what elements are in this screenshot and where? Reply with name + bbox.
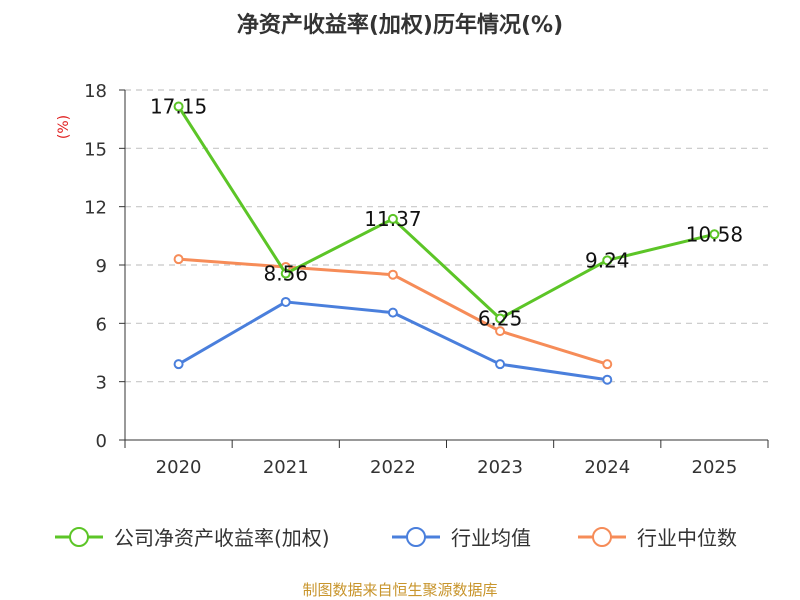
data-label: 8.56 bbox=[263, 262, 308, 286]
y-tick-label: 6 bbox=[96, 314, 107, 335]
y-tick-label: 0 bbox=[96, 431, 107, 452]
data-point[interactable] bbox=[602, 374, 613, 385]
legend-item[interactable]: 公司净资产收益率(加权) bbox=[55, 526, 330, 550]
legend-marker-icon bbox=[592, 527, 612, 547]
series-line bbox=[177, 105, 715, 320]
legend-item[interactable]: 行业均值 bbox=[392, 526, 531, 550]
data-point[interactable] bbox=[387, 213, 398, 224]
gridlines bbox=[125, 89, 768, 383]
legend-label: 行业中位数 bbox=[637, 526, 737, 550]
data-point[interactable] bbox=[602, 359, 613, 370]
y-tick-label: 15 bbox=[84, 139, 107, 160]
data-point[interactable] bbox=[387, 269, 398, 280]
source-note: 制图数据来自恒生聚源数据库 bbox=[302, 581, 497, 599]
x-tick-label: 2020 bbox=[156, 457, 202, 478]
series-group bbox=[173, 101, 720, 385]
data-label: 9.24 bbox=[585, 248, 630, 272]
data-point[interactable] bbox=[173, 254, 184, 265]
x-tick-label: 2024 bbox=[584, 457, 630, 478]
data-labels: 17.15 8.56 11.37 6.25 9.24 10.58 bbox=[150, 95, 743, 331]
data-point[interactable] bbox=[709, 229, 720, 240]
y-axis-label: (%) bbox=[56, 115, 72, 139]
legend-label: 公司净资产收益率(加权) bbox=[114, 526, 330, 550]
data-point[interactable] bbox=[173, 101, 184, 112]
legend[interactable]: 公司净资产收益率(加权) 行业均值 行业中位数 bbox=[55, 526, 737, 550]
y-tick-label: 12 bbox=[84, 198, 107, 219]
axes: 0 3 6 9 12 15 18 2020 2021 2022 2023 2024 2025 bbox=[84, 81, 769, 478]
data-point[interactable] bbox=[495, 313, 506, 324]
x-tick-label: 2025 bbox=[692, 457, 738, 478]
data-point[interactable] bbox=[173, 359, 184, 370]
data-label: 17.15 bbox=[150, 95, 207, 119]
chart-title: 净资产收益率(加权)历年情况(%) bbox=[237, 12, 563, 38]
legend-item[interactable]: 行业中位数 bbox=[578, 526, 737, 550]
data-point[interactable] bbox=[495, 359, 506, 370]
data-label: 6.25 bbox=[478, 306, 523, 330]
data-point[interactable] bbox=[387, 307, 398, 318]
legend-marker-icon bbox=[69, 527, 89, 547]
x-tick-label: 2023 bbox=[477, 457, 523, 478]
data-point[interactable] bbox=[602, 255, 613, 266]
x-tick-label: 2021 bbox=[263, 457, 309, 478]
legend-marker-icon bbox=[406, 527, 426, 547]
data-label: 11.37 bbox=[364, 207, 421, 231]
data-point[interactable] bbox=[280, 296, 291, 307]
x-tick-label: 2022 bbox=[370, 457, 416, 478]
y-tick-label: 9 bbox=[96, 256, 107, 277]
y-tick-label: 3 bbox=[96, 373, 107, 394]
legend-label: 行业均值 bbox=[451, 526, 531, 550]
data-point[interactable] bbox=[495, 326, 506, 337]
data-label: 10.58 bbox=[686, 222, 743, 246]
y-tick-label: 18 bbox=[84, 81, 107, 102]
data-point[interactable] bbox=[280, 268, 291, 279]
